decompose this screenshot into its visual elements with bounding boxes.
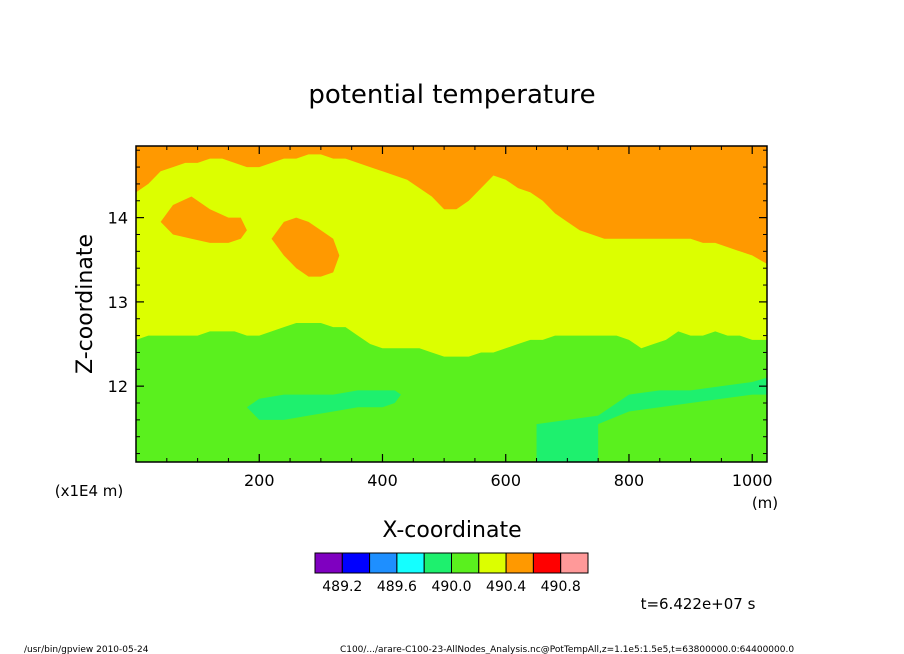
y-axis-label: Z-coordinate: [73, 234, 98, 374]
colorbar-cell: [478, 552, 507, 574]
y-tick-label: 12: [108, 377, 128, 396]
colorbar-cell: [314, 552, 343, 574]
colorbar-cell: [396, 552, 425, 574]
x-axis-label: X-coordinate: [382, 518, 521, 543]
plot-area: [136, 146, 767, 462]
contour-patch-1: [271, 217, 340, 277]
colorbar-cell: [505, 552, 534, 574]
y-tick-label: 13: [108, 293, 128, 312]
colorbar-cell: [560, 552, 589, 574]
colorbar-label: 490.0: [431, 579, 471, 595]
x-tick-label: 400: [367, 471, 398, 490]
colorbar-cell: [369, 552, 398, 574]
colorbar-label: 489.6: [377, 579, 417, 595]
x-unit-label: (m): [752, 494, 778, 512]
footer-left: /usr/bin/gpview 2010-05-24: [24, 645, 149, 654]
colorbar-cell: [451, 552, 480, 574]
x-tick-label: 800: [614, 471, 645, 490]
plot-frame: [135, 145, 768, 463]
colorbar-label: 489.2: [322, 579, 362, 595]
footer-right: C100/.../arare-C100-23-AllNodes_Analysis…: [340, 645, 794, 654]
contour-patch-3: [536, 377, 767, 462]
x-tick-label: 200: [244, 471, 275, 490]
colorbar-cell: [532, 552, 562, 574]
colorbar-label: 490.4: [486, 579, 526, 595]
colorbar: 489.2 489.6 490.0 490.4 490.8: [314, 552, 589, 595]
contour-patch-0: [160, 196, 247, 243]
colorbar-cell: [423, 552, 453, 574]
time-annotation: t=6.422e+07 s: [641, 595, 756, 613]
contour-patch-2: [246, 390, 401, 420]
chart-title: potential temperature: [308, 80, 595, 110]
x-tick-label: 600: [490, 471, 521, 490]
region-green: [136, 322, 767, 462]
y-tick-label: 14: [108, 209, 128, 228]
colorbar-cell: [341, 552, 371, 574]
axis-ticks: 200 400 600 800 1000 12 13 14: [108, 146, 773, 490]
y-unit-label: (x1E4 m): [55, 482, 124, 500]
x-tick-label: 1000: [732, 471, 773, 490]
colorbar-label: 490.8: [541, 579, 581, 595]
